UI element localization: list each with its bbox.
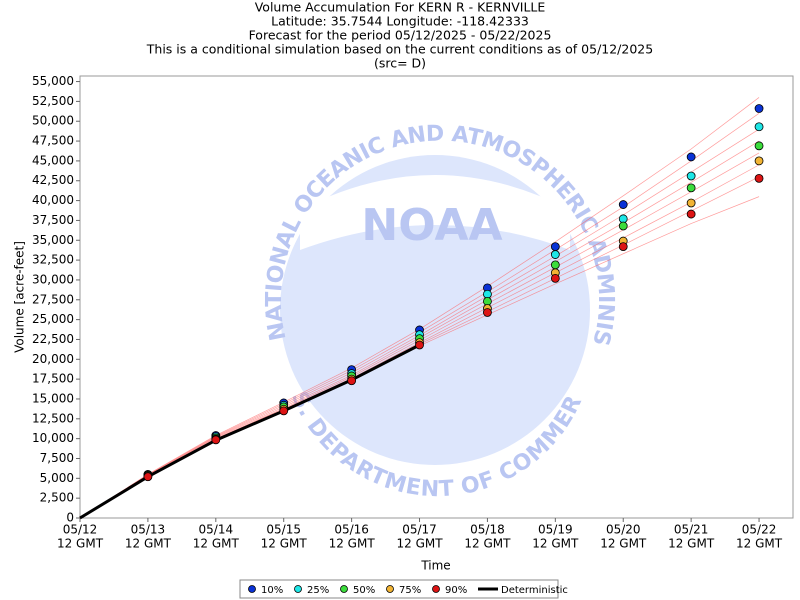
x-tick-sublabel: 12 GMT <box>668 537 715 551</box>
y-tick-label: 22,500 <box>32 332 74 346</box>
x-axis-label: Time <box>420 559 450 573</box>
legend-label: Deterministic <box>501 585 568 596</box>
percentile-dot <box>686 209 696 219</box>
x-tick-sublabel: 12 GMT <box>329 537 376 551</box>
x-tick-sublabel: 12 GMT <box>193 537 240 551</box>
plot-frame <box>79 75 794 519</box>
percentile-dot <box>754 173 764 183</box>
legend-swatch <box>386 585 394 593</box>
x-tick-label: 05/20 <box>606 523 641 537</box>
percentile-dot <box>347 376 357 386</box>
percentile-dot <box>618 221 628 231</box>
y-axis-label: Volume [acre-feet] <box>13 241 27 353</box>
percentile-dot <box>754 156 764 166</box>
y-tick-label: 50,000 <box>32 114 74 128</box>
legend-swatch <box>340 585 348 593</box>
x-tick-sublabel: 12 GMT <box>125 537 172 551</box>
chart-title: Latitude: 35.7544 Longitude: -118.42333 <box>271 14 529 29</box>
x-tick-sublabel: 12 GMT <box>57 537 104 551</box>
x-tick-label: 05/21 <box>674 523 709 537</box>
y-tick-label: 17,500 <box>32 372 74 386</box>
y-tick-label: 7,500 <box>40 451 74 465</box>
y-tick-label: 35,000 <box>32 233 74 247</box>
legend-swatch <box>294 585 302 593</box>
x-tick-label: 05/13 <box>131 523 166 537</box>
x-tick-label: 05/18 <box>470 523 505 537</box>
legend-label: 90% <box>445 585 467 596</box>
percentile-dot <box>754 141 764 151</box>
deterministic-line <box>79 343 421 520</box>
y-tick-label: 55,000 <box>32 74 74 88</box>
percentile-dot <box>143 472 153 482</box>
legend-label: 10% <box>261 585 283 596</box>
x-tick-sublabel: 12 GMT <box>600 537 647 551</box>
percentile-dot <box>415 340 424 350</box>
watermark-band <box>300 175 570 250</box>
percentile-dot <box>754 122 764 132</box>
chart-title: (src= D) <box>374 56 426 71</box>
x-tick-label: 05/16 <box>334 523 369 537</box>
legend-label: 75% <box>399 585 421 596</box>
percentile-dot <box>279 406 289 416</box>
percentile-dot <box>754 104 764 113</box>
y-tick-label: 30,000 <box>32 272 74 286</box>
y-tick-label: 0 <box>66 511 74 525</box>
x-tick-sublabel: 12 GMT <box>532 537 579 551</box>
x-tick-sublabel: 12 GMT <box>396 537 443 551</box>
x-tick-sublabel: 12 GMT <box>261 537 308 551</box>
percentile-dot <box>550 242 560 252</box>
y-tick-label: 42,500 <box>32 173 74 187</box>
percentile-dot <box>483 308 492 317</box>
y-tick-label: 5,000 <box>40 471 74 485</box>
y-tick-label: 20,000 <box>32 352 74 366</box>
chart-title: Forecast for the period 05/12/2025 - 05/… <box>249 28 552 43</box>
x-tick-label: 05/17 <box>402 523 437 537</box>
legend-box <box>239 579 559 599</box>
y-tick-label: 25,000 <box>32 312 74 326</box>
y-tick-label: 12,500 <box>32 411 74 425</box>
y-tick-label: 47,500 <box>32 134 74 148</box>
chart-title: This is a conditional simulation based o… <box>146 42 653 57</box>
x-tick-sublabel: 12 GMT <box>464 537 511 551</box>
chart-title: Volume Accumulation For KERN R - KERNVIL… <box>255 0 546 15</box>
percentile-dot <box>211 435 221 445</box>
y-tick-label: 10,000 <box>32 431 74 445</box>
x-tick-label: 05/12 <box>63 523 98 537</box>
x-tick-label: 05/15 <box>266 523 301 537</box>
percentile-dot <box>686 152 696 162</box>
x-tick-label: 05/22 <box>742 523 777 537</box>
legend-label: 50% <box>353 585 375 596</box>
percentile-dot <box>550 260 560 270</box>
y-tick-label: 40,000 <box>32 193 74 207</box>
x-tick-sublabel: 12 GMT <box>736 537 783 551</box>
percentile-dot <box>686 171 696 181</box>
x-tick-label: 05/19 <box>538 523 573 537</box>
watermark-logo: NOAA <box>361 200 502 251</box>
legend-label: 25% <box>307 585 329 596</box>
y-tick-label: 37,500 <box>32 213 74 227</box>
y-tick-label: 52,500 <box>32 94 74 108</box>
x-tick-label: 05/14 <box>199 523 234 537</box>
percentile-dot <box>550 250 560 259</box>
y-tick-label: 15,000 <box>32 391 74 405</box>
percentile-dot <box>618 242 628 252</box>
y-tick-label: 2,500 <box>40 491 74 505</box>
legend-swatch <box>248 585 256 593</box>
y-tick-label: 27,500 <box>32 292 74 306</box>
percentile-dot <box>686 198 696 208</box>
percentile-dot <box>550 273 560 283</box>
y-tick-label: 45,000 <box>32 153 74 167</box>
y-tick-label: 32,500 <box>32 253 74 267</box>
legend-swatch <box>432 585 440 593</box>
percentile-dot <box>686 183 696 193</box>
watermark: NOAA NATIONAL OCEANIC AND ATMOSPHERIC AD… <box>0 0 618 502</box>
percentile-dot <box>618 200 628 209</box>
